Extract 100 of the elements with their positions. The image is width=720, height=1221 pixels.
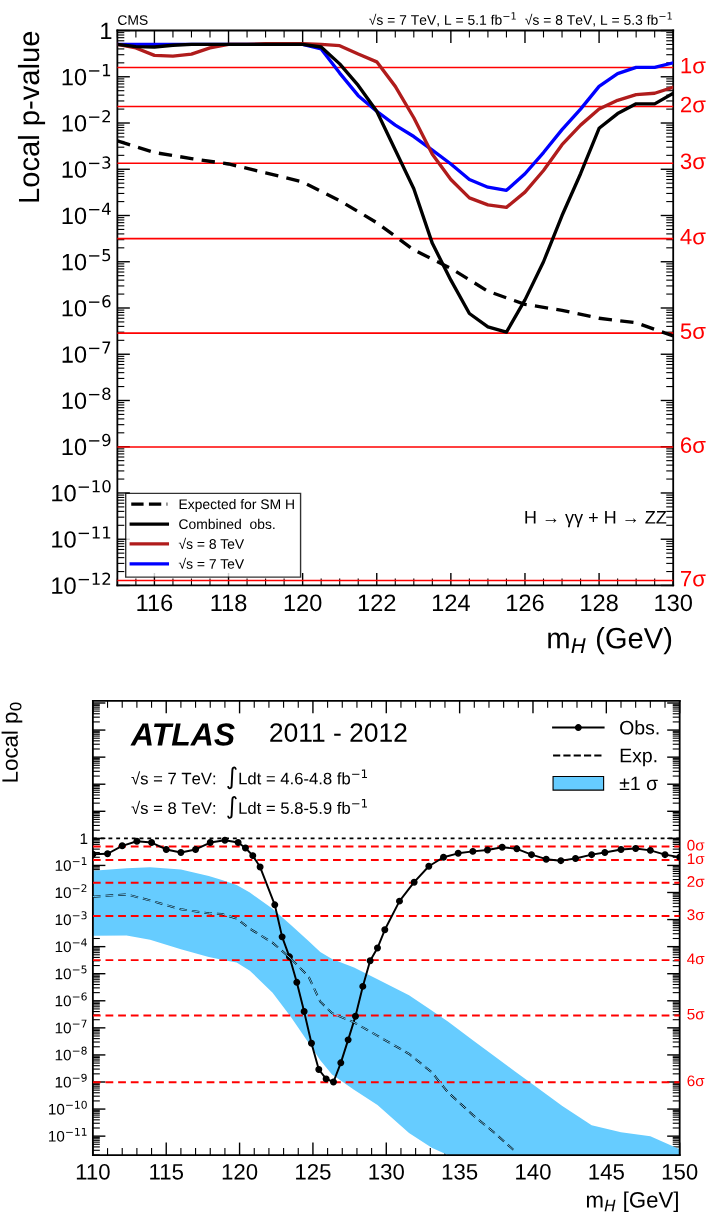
point [344, 1036, 352, 1044]
y-axis-title: Local p-value [17, 31, 46, 202]
ref-line-label: 7σ [681, 570, 706, 587]
y-tick-label: 10$^{−11}$ [49, 1127, 87, 1142]
legend-label: √s = 7 TeV [178, 557, 245, 569]
y-tick-label: 1 [80, 833, 88, 844]
point [366, 957, 374, 965]
y-tick-label: 10$^{−11}$ [52, 526, 111, 548]
y-tick-label: 10$^{−4}$ [62, 202, 111, 225]
ref-line-label: 1σ [681, 57, 706, 74]
point [410, 878, 418, 886]
y-tick-label: 10$^{−12}$ [52, 572, 111, 595]
y-tick-label: 10$^{−1}$ [55, 857, 87, 872]
y-tick-label: 10$^{−9}$ [62, 433, 111, 456]
annotation: H → γγ + H → ZZ [525, 511, 667, 528]
point [359, 982, 367, 990]
point [307, 1039, 315, 1047]
ref-line-label: 5σ [680, 323, 706, 340]
point [133, 837, 141, 845]
annotation: √s = 7 TeV: ∫Ldt = 4.6-4.8 fb$^{−1}$ [131, 766, 367, 790]
legend-label: √s = 8 TeV [178, 537, 245, 549]
y-tick-label: 1 [101, 22, 112, 40]
y-tick-label: 10$^{−4}$ [55, 938, 87, 953]
point [234, 839, 242, 847]
y-tick-label: 10$^{−3}$ [55, 911, 87, 926]
ref-line-label: 2σ [687, 876, 705, 887]
x-tick-label: 128 [581, 594, 618, 612]
point [322, 1075, 330, 1083]
point [374, 944, 381, 952]
point [425, 862, 433, 870]
y-tick-label: 10$^{−2}$ [55, 884, 87, 899]
y-tick-label: 10$^{−8}$ [55, 1046, 87, 1061]
x-axis-title: m$_{H}$ (GeV) [548, 627, 672, 655]
y-tick-label: 10$^{−6}$ [62, 295, 111, 317]
point [192, 845, 200, 853]
point [206, 839, 214, 847]
ref-line-label: 6σ [681, 437, 706, 453]
ref-line-label: 5σ [687, 1008, 705, 1020]
x-tick-label: 125 [296, 1163, 331, 1180]
point [241, 844, 249, 852]
point [352, 1012, 359, 1020]
x-axis-title: m$_{H}$ [GeV] [586, 1191, 678, 1213]
ref-line-label: 3σ [687, 909, 705, 921]
y-tick-label: 10$^{−9}$ [55, 1073, 87, 1088]
point [249, 852, 257, 860]
text: √s = 7 TeV, L = 5.1 fb$^{−1}$ √s = 8 TeV, L = 5.3 fb$^{−1}$ [369, 12, 672, 27]
point [148, 839, 156, 847]
x-tick-label: 124 [432, 594, 470, 611]
point [162, 845, 170, 853]
point [513, 845, 521, 853]
point [256, 863, 264, 871]
point [454, 849, 462, 857]
point [469, 847, 477, 855]
ref-line-label: 2σ [680, 96, 706, 113]
point [293, 978, 301, 986]
point [271, 901, 279, 909]
y-tick-label: 10$^{−5}$ [55, 965, 87, 980]
y-tick-label: 10$^{−5}$ [62, 249, 111, 271]
legend-label: Expected for SM H [179, 498, 294, 512]
point [278, 933, 286, 941]
point [118, 842, 126, 850]
point [396, 897, 403, 905]
x-tick-label: 122 [358, 594, 396, 611]
x-tick-label: 118 [211, 594, 247, 612]
legend-label: Exp. [620, 748, 657, 767]
ref-line-label: 4σ [687, 953, 705, 965]
x-tick-label: 130 [369, 1163, 404, 1180]
point [381, 926, 389, 934]
point [542, 855, 550, 863]
point [557, 857, 565, 865]
ref-line-label: 0σ [687, 839, 705, 851]
x-tick-label: 115 [150, 1164, 184, 1180]
x-tick-label: 126 [507, 594, 544, 612]
point [337, 1059, 345, 1067]
point [315, 1066, 323, 1073]
y-axis-title: Local p$_{0}$ [1, 702, 23, 782]
y-tick-label: 10$^{−7}$ [62, 341, 111, 363]
y-tick-label: 10$^{−10}$ [52, 480, 111, 502]
point [440, 853, 447, 861]
y-tick-label: 10$^{−10}$ [49, 1100, 87, 1115]
ref-line-label: 4σ [680, 229, 706, 245]
y-tick-label: 10$^{−7}$ [55, 1019, 87, 1034]
point [572, 855, 579, 862]
y-tick-label: 10$^{−2}$ [62, 110, 110, 132]
x-tick-label: 116 [137, 594, 173, 612]
point [661, 851, 669, 859]
point [300, 1008, 308, 1016]
x-tick-label: 130 [655, 594, 692, 612]
y-tick-label: 10$^{−3}$ [62, 156, 111, 178]
point [484, 846, 491, 854]
annotation: ATLAS [130, 723, 235, 746]
point [498, 843, 506, 851]
point [329, 1078, 337, 1086]
ref-line-label: 1σ [687, 853, 705, 865]
legend-label: Combined obs. [179, 518, 275, 530]
y-tick-label: 10$^{−8}$ [62, 387, 111, 410]
point [104, 850, 112, 858]
legend-label: ±1 σ [619, 776, 658, 791]
annotation: √s = 8 TeV: ∫Ldt = 5.8-5.9 fb$^{−1}$ [131, 796, 367, 819]
x-tick-label: 140 [516, 1163, 551, 1180]
